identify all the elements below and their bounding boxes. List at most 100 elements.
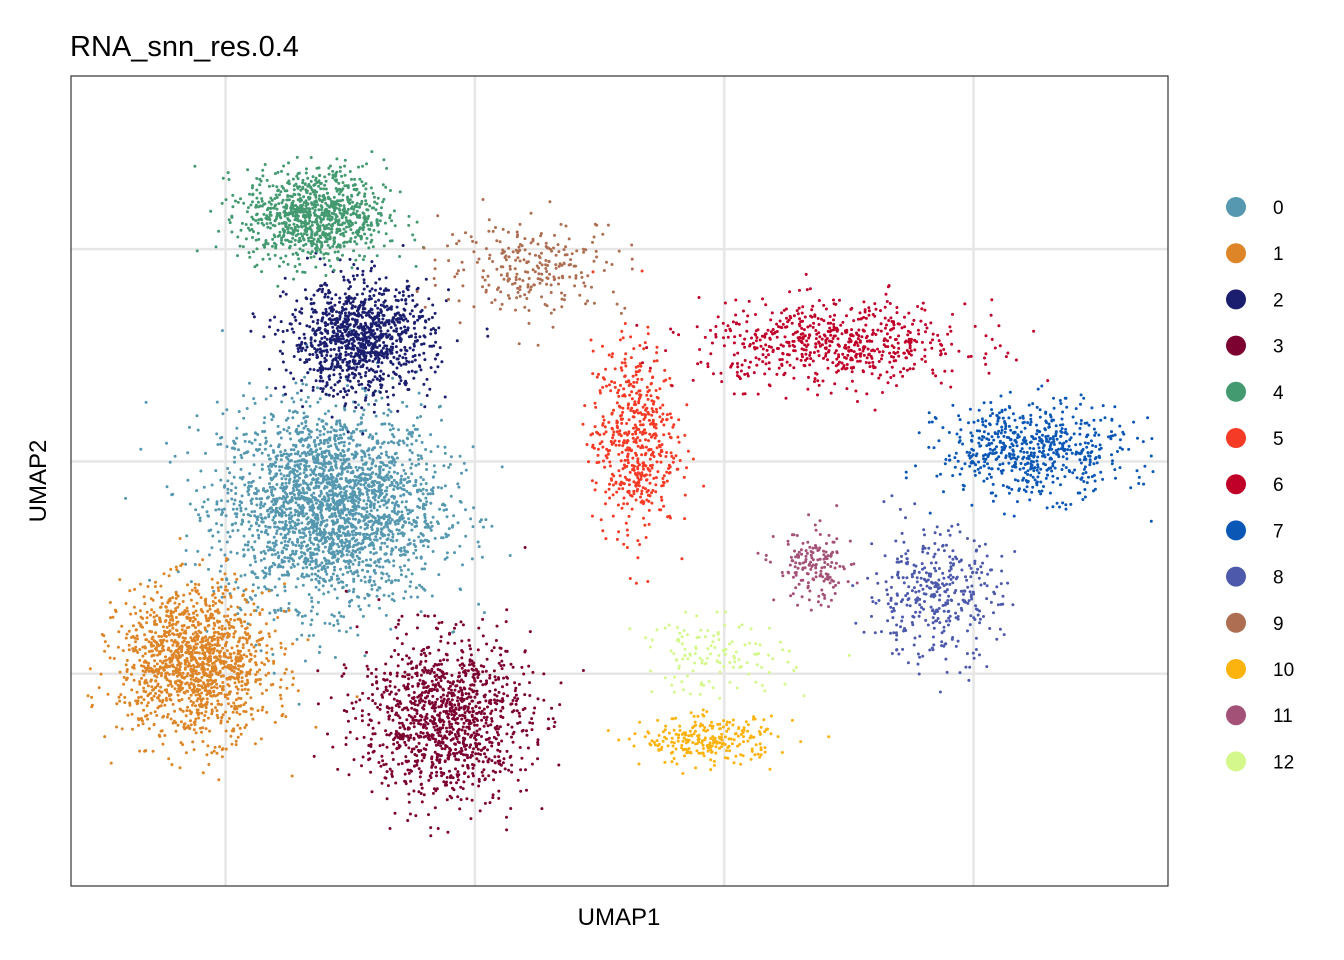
- point: [317, 588, 321, 592]
- point: [330, 454, 334, 458]
- point: [363, 580, 367, 584]
- point: [269, 394, 273, 398]
- point: [300, 615, 304, 618]
- point: [389, 326, 393, 329]
- point: [403, 553, 407, 557]
- point: [284, 368, 288, 372]
- point: [170, 763, 174, 767]
- point: [403, 564, 407, 568]
- point: [396, 503, 400, 507]
- point: [214, 469, 218, 473]
- point: [380, 527, 384, 531]
- point: [346, 507, 350, 511]
- point: [287, 481, 291, 485]
- point: [443, 484, 447, 488]
- point: [341, 341, 345, 345]
- point: [258, 631, 262, 635]
- point: [323, 532, 326, 536]
- point: [319, 447, 322, 451]
- point: [119, 693, 123, 697]
- point: [227, 702, 230, 706]
- point: [440, 486, 444, 490]
- point: [336, 380, 340, 384]
- point: [370, 287, 374, 291]
- point: [245, 672, 249, 676]
- point: [206, 667, 210, 671]
- point: [437, 326, 441, 330]
- point: [166, 712, 170, 716]
- point: [177, 684, 181, 688]
- point: [157, 671, 160, 675]
- point: [239, 574, 243, 578]
- point: [316, 386, 319, 390]
- point: [274, 460, 277, 464]
- point: [283, 525, 287, 529]
- point: [181, 600, 185, 603]
- point: [387, 528, 391, 532]
- point: [256, 449, 259, 452]
- point: [369, 509, 373, 513]
- point: [142, 673, 146, 677]
- point: [372, 483, 376, 487]
- point: [348, 511, 352, 515]
- point: [383, 499, 387, 503]
- point: [318, 503, 322, 507]
- point: [423, 562, 427, 566]
- point: [361, 472, 365, 476]
- point: [354, 406, 358, 409]
- point: [175, 690, 179, 693]
- point: [220, 748, 224, 752]
- point: [306, 548, 310, 552]
- point: [367, 369, 371, 372]
- point: [186, 650, 190, 654]
- point: [285, 429, 289, 433]
- point: [333, 365, 337, 369]
- point: [280, 704, 284, 708]
- point: [167, 694, 171, 698]
- point: [402, 488, 406, 492]
- point: [151, 749, 155, 753]
- point: [226, 487, 230, 491]
- point: [279, 646, 283, 650]
- point: [270, 510, 274, 514]
- point: [286, 544, 290, 548]
- point: [333, 511, 337, 515]
- point: [433, 370, 437, 374]
- point: [284, 667, 288, 671]
- point: [357, 325, 361, 329]
- point: [311, 320, 315, 324]
- point: [374, 571, 377, 575]
- point: [243, 613, 247, 616]
- point: [260, 591, 264, 595]
- point: [165, 441, 168, 445]
- point: [380, 321, 384, 324]
- point: [304, 466, 308, 470]
- point: [370, 532, 374, 536]
- point: [397, 443, 401, 447]
- point: [126, 713, 130, 717]
- point: [143, 652, 147, 656]
- point: [316, 516, 320, 520]
- point: [284, 514, 288, 517]
- point: [394, 288, 398, 292]
- point: [279, 436, 283, 440]
- point: [415, 416, 419, 420]
- point: [238, 500, 242, 504]
- point: [283, 539, 287, 543]
- point: [305, 474, 309, 478]
- point: [416, 453, 420, 457]
- point: [291, 467, 295, 471]
- point: [273, 608, 276, 612]
- point: [224, 710, 227, 714]
- point: [260, 451, 264, 455]
- point: [231, 507, 235, 511]
- point: [264, 673, 268, 677]
- point: [192, 721, 196, 724]
- point: [218, 599, 222, 603]
- point: [381, 515, 385, 519]
- point: [385, 308, 389, 312]
- point: [267, 453, 270, 457]
- point: [287, 602, 291, 605]
- point: [310, 493, 314, 497]
- point: [144, 638, 148, 642]
